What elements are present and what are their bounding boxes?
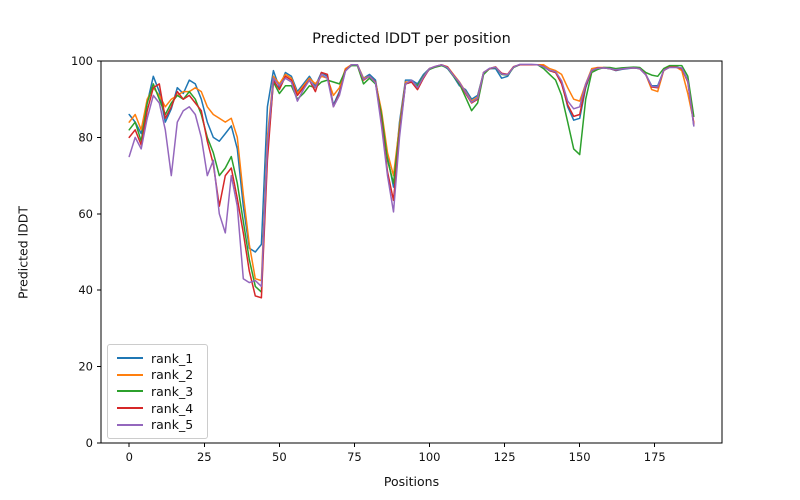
legend-item-rank_2: rank_2	[117, 367, 193, 384]
x-tick-label: 100	[419, 450, 441, 464]
legend-label-rank_2: rank_2	[151, 367, 194, 383]
x-axis-label: Positions	[383, 474, 440, 489]
series-line-rank_5	[128, 63, 695, 288]
x-tick-label: 50	[272, 450, 287, 464]
legend-swatch-rank_1	[117, 357, 143, 360]
legend-label-rank_1: rank_1	[151, 350, 194, 366]
x-tick-label: 125	[494, 450, 516, 464]
series-line-rank_4	[128, 64, 695, 299]
legend-item-rank_1: rank_1	[117, 350, 193, 367]
y-tick-label: 20	[78, 360, 93, 374]
plot-border	[100, 60, 723, 444]
legend-label-rank_3: rank_3	[151, 383, 194, 399]
legend-swatch-rank_2	[117, 373, 143, 376]
series-line-rank_1	[128, 64, 695, 253]
y-tick-label: 80	[78, 130, 93, 144]
series-line-rank_3	[128, 64, 695, 293]
x-tick-label: 175	[644, 450, 666, 464]
y-tick-label: 100	[71, 54, 93, 68]
y-tick-label: 0	[86, 436, 93, 450]
chart-title: Predicted lDDT per position	[312, 31, 511, 47]
legend: rank_1 rank_2 rank_3 rank_4 rank_5	[107, 344, 209, 439]
legend-swatch-rank_3	[117, 390, 143, 393]
legend-item-rank_5: rank_5	[117, 416, 193, 433]
x-tick-label: 75	[347, 450, 362, 464]
y-tick-label: 60	[78, 207, 93, 221]
legend-swatch-rank_4	[117, 407, 143, 410]
x-tick-label: 0	[126, 450, 133, 464]
legend-swatch-rank_5	[117, 423, 143, 426]
legend-item-rank_4: rank_4	[117, 400, 193, 417]
x-tick-label: 150	[569, 450, 591, 464]
x-tick-label: 25	[197, 450, 212, 464]
y-tick-label: 40	[78, 283, 93, 297]
legend-item-rank_3: rank_3	[117, 383, 193, 400]
legend-label-rank_5: rank_5	[151, 417, 194, 433]
legend-label-rank_4: rank_4	[151, 400, 194, 416]
